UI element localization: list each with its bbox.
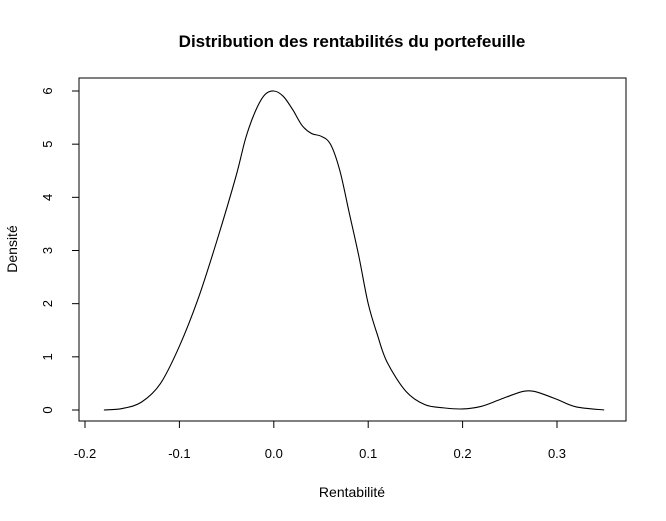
y-axis-label: Densité [4,225,20,273]
y-tick-label: 3 [40,247,55,254]
x-tick-label: 0.0 [265,446,283,461]
x-axis: -0.2 -0.1 0.0 0.1 0.2 0.3 [74,420,566,461]
y-tick-label: 6 [40,87,55,94]
y-axis: 0 1 2 3 4 5 6 [40,87,80,414]
x-tick-label: -0.1 [168,446,190,461]
density-curve [103,90,605,411]
chart-title: Distribution des rentabilités du portefe… [179,32,526,51]
x-tick-label: -0.2 [74,446,96,461]
plot-frame [78,77,627,422]
y-tick-label: 5 [40,141,55,148]
y-tick-label: 4 [40,194,55,201]
y-tick-label: 0 [40,406,55,413]
x-tick-label: 0.3 [548,446,566,461]
y-tick-label: 2 [40,300,55,307]
x-tick-label: 0.2 [454,446,472,461]
x-axis-label: Rentabilité [319,484,385,500]
y-tick-label: 1 [40,353,55,360]
x-tick-label: 0.1 [359,446,377,461]
